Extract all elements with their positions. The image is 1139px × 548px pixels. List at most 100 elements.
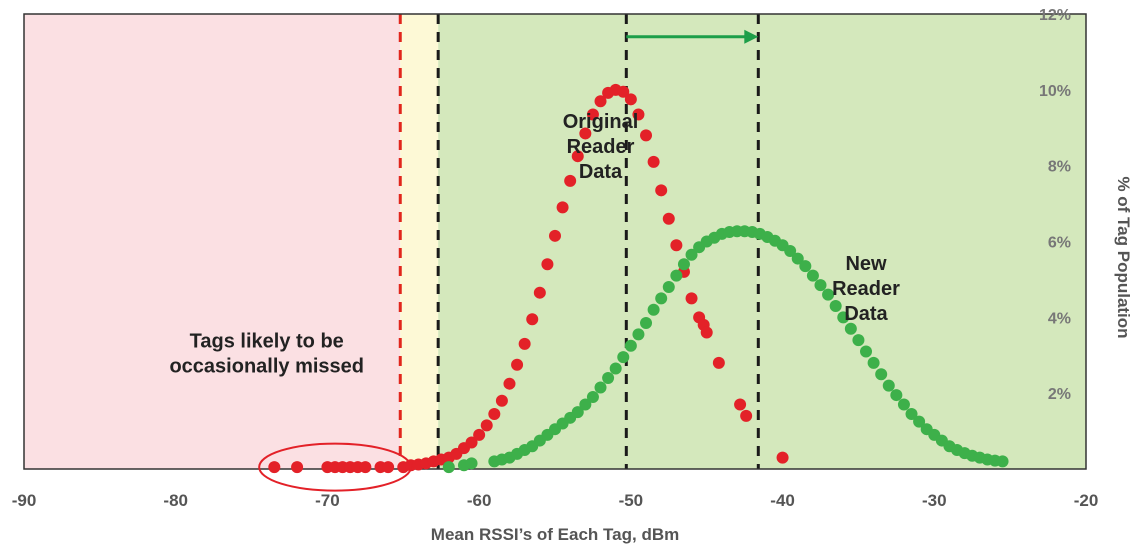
point-series0-35 — [586, 108, 599, 121]
x-tick-label: -30 — [922, 491, 947, 510]
annotation-missed-label: Tags likely to be occasionally missed — [169, 331, 364, 378]
point-series0-27 — [526, 313, 539, 326]
point-series1-26 — [662, 281, 675, 293]
point-series0-55 — [776, 451, 789, 464]
point-series0-39 — [617, 85, 630, 98]
point-series1-59 — [913, 415, 926, 428]
point-series0-45 — [662, 212, 675, 225]
y-axis-ticks: 2% 4% 6% 8% 10% 12% — [1039, 7, 1071, 403]
point-series1-0 — [442, 461, 455, 474]
point-series1-52 — [860, 345, 873, 358]
point-series1-21 — [624, 339, 637, 352]
point-series1-44 — [799, 260, 812, 273]
x-tick-label: -70 — [315, 491, 340, 510]
x-tick-label: -90 — [12, 491, 37, 510]
point-series1-17 — [594, 381, 607, 394]
point-series1-43 — [791, 252, 804, 265]
point-series0-43 — [647, 155, 660, 168]
point-series0-31 — [556, 201, 569, 214]
point-series1-25 — [655, 292, 668, 305]
y-tick-label: 2% — [1048, 386, 1071, 403]
missed-tags-ellipse — [258, 442, 412, 492]
point-series0-9 — [382, 461, 395, 474]
missed-tags-ring — [258, 442, 412, 492]
point-series0-44 — [655, 184, 668, 197]
point-series1-29 — [685, 248, 698, 261]
point-series1-70 — [996, 455, 1009, 468]
plot-frame — [23, 13, 1087, 470]
point-series1-22 — [632, 328, 645, 341]
point-series1-16 — [586, 390, 599, 403]
x-axis-ticks: -90 -80 -70 -60 -50 -40 -30 -20 — [12, 491, 1099, 510]
point-series1-19 — [609, 362, 622, 375]
series-new-reader-data — [442, 225, 1009, 474]
y-tick-label: 12% — [1039, 7, 1071, 24]
point-series0-42 — [640, 129, 653, 142]
point-series1-20 — [617, 351, 630, 364]
y-tick-label: 10% — [1039, 83, 1071, 100]
background-regions — [24, 14, 1086, 469]
point-series0-52 — [712, 356, 725, 369]
point-series0-24 — [503, 377, 516, 390]
point-series1-50 — [844, 322, 857, 335]
point-series1-27 — [670, 269, 683, 282]
point-series1-55 — [882, 379, 895, 392]
x-tick-label: -20 — [1074, 491, 1099, 510]
region-missed-zone — [24, 14, 401, 469]
point-series0-40 — [624, 93, 637, 106]
point-series1-14 — [571, 406, 584, 419]
point-series1-56 — [890, 389, 903, 402]
annotation-new-label: New Reader Data — [832, 253, 900, 325]
point-series0-26 — [518, 337, 531, 350]
region-good-zone — [438, 14, 1086, 469]
point-series0-23 — [495, 394, 508, 407]
point-series0-21 — [480, 419, 493, 432]
point-series1-58 — [905, 408, 918, 421]
region-marginal-zone — [400, 14, 439, 469]
x-tick-label: -60 — [467, 491, 492, 510]
point-series0-7 — [359, 461, 372, 474]
point-series0-1 — [291, 461, 304, 474]
point-series0-32 — [564, 174, 577, 187]
point-series0-41 — [632, 108, 645, 121]
shift-arrow-head — [744, 29, 759, 44]
point-series1-46 — [814, 279, 827, 292]
point-series0-0 — [268, 461, 281, 474]
point-series0-53 — [734, 398, 747, 411]
point-series0-20 — [473, 428, 486, 441]
y-tick-label: 4% — [1048, 310, 1071, 327]
point-series0-51 — [700, 326, 713, 339]
point-series0-34 — [579, 127, 592, 140]
point-series0-33 — [571, 150, 584, 163]
point-series0-30 — [549, 229, 561, 242]
point-series1-47 — [822, 288, 835, 301]
point-series1-23 — [640, 317, 653, 330]
point-series1-54 — [875, 368, 888, 381]
point-series1-28 — [677, 258, 690, 271]
x-axis-title: Mean RSSI’s of Each Tag, dBm — [431, 525, 679, 544]
point-series1-18 — [602, 372, 615, 384]
annotations: Original Reader Data New Reader Data Tags like… — [169, 111, 900, 378]
x-tick-label: -80 — [163, 491, 188, 510]
annotation-original-label: Original Reader Data — [563, 111, 639, 183]
y-tick-label: 6% — [1048, 235, 1071, 252]
point-series1-49 — [837, 311, 850, 324]
x-tick-label: -40 — [770, 491, 795, 510]
point-series1-15 — [579, 398, 592, 411]
point-series1-2 — [465, 457, 478, 470]
point-series0-54 — [740, 409, 753, 422]
point-series1-42 — [784, 244, 797, 257]
point-series0-28 — [533, 286, 546, 299]
point-series0-46 — [670, 239, 683, 252]
series-original-reader-data — [268, 83, 789, 474]
point-series0-36 — [594, 95, 607, 108]
point-series0-25 — [511, 358, 524, 371]
point-series1-51 — [852, 334, 865, 347]
point-series0-48 — [685, 292, 698, 305]
shift-arrow — [626, 29, 759, 44]
point-series1-48 — [829, 299, 842, 312]
y-axis-title: % of Tag Population — [1114, 176, 1133, 338]
point-series1-57 — [897, 398, 910, 411]
point-series1-24 — [647, 303, 660, 316]
